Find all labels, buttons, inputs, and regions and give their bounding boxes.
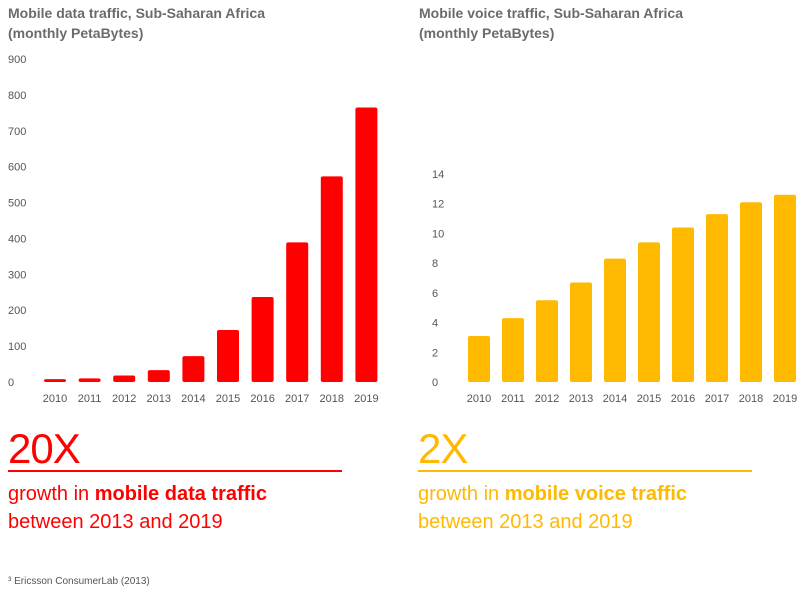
right-xtick-label: 2017 [705,393,729,405]
left-ytick-label: 500 [8,198,26,210]
right-xtick-label: 2011 [501,393,525,405]
left-ytick-label: 600 [8,162,26,174]
left-title-line2: (monthly PetaBytes) [8,25,144,41]
right-title-line2: (monthly PetaBytes) [419,25,555,41]
left-bar-2017 [286,242,309,382]
right-growth-line2: between 2013 and 2019 [418,511,633,533]
right-xtick-label: 2015 [637,393,661,405]
right-bar-2019 [774,194,796,382]
right-divider [418,470,752,472]
left-xtick-label: 2016 [250,393,274,405]
right-xtick-label: 2018 [739,393,763,405]
right-xtick-label: 2010 [467,393,491,405]
right-growth-prefix: growth in [418,483,505,505]
left-xtick-label: 2011 [78,393,102,405]
left-growth-text: growth in mobile data traffic between 20… [8,480,267,536]
left-growth-line2: between 2013 and 2019 [8,511,223,533]
left-xtick-label: 2019 [354,393,378,405]
right-ytick-label: 12 [432,199,444,211]
left-bar-2011 [78,378,101,382]
left-ytick-label: 800 [8,90,26,102]
left-bar-chart: 0 100 200 300 400 500 600 700 800 900 2010 2011 2012… [8,54,379,405]
right-growth-text: growth in mobile voice traffic between 2… [418,480,687,536]
footnote: ³ Ericsson ConsumerLab (2013) [8,576,150,587]
left-bar-2013 [147,370,170,382]
right-multiplier: 2X [418,425,468,472]
left-bar-2010 [44,379,66,382]
left-xtick-label: 2012 [112,393,136,405]
right-ytick-label: 0 [432,377,438,389]
right-bar-2014 [604,258,626,382]
right-xtick-label: 2014 [603,393,627,405]
right-ytick-label: 14 [432,169,444,181]
left-ytick-label: 100 [8,341,26,353]
right-bar-2013 [570,282,592,382]
left-bar-2019 [355,107,378,382]
right-ytick-label: 10 [432,228,444,240]
left-xtick-label: 2015 [216,393,240,405]
left-xtick-label: 2017 [285,393,309,405]
left-bar-2018 [320,176,343,382]
left-bar-2014 [182,356,205,382]
left-xtick-label: 2010 [43,393,67,405]
left-multiplier: 20X [8,425,81,472]
right-bar-2018 [740,202,762,382]
right-bar-2016 [672,227,694,382]
left-bar-2016 [251,296,274,382]
left-ytick-label: 0 [8,377,14,389]
left-divider [8,470,342,472]
right-ytick-label: 2 [432,347,438,359]
left-growth-prefix: growth in [8,483,95,505]
left-xtick-label: 2018 [320,393,344,405]
left-ytick-label: 900 [8,54,26,66]
right-xtick-label: 2013 [569,393,593,405]
right-chart-title: Mobile voice traffic, Sub-Saharan Africa… [419,3,683,43]
left-ytick-label: 700 [8,126,26,138]
left-bar-2012 [113,375,136,382]
right-ytick-label: 8 [432,258,438,270]
left-xtick-label: 2014 [181,393,205,405]
left-growth-bold: mobile data traffic [94,483,267,505]
left-xtick-label: 2013 [147,393,171,405]
left-chart-title: Mobile data traffic, Sub-Saharan Africa … [8,3,265,43]
right-title-line1: Mobile voice traffic, Sub-Saharan Africa [419,5,683,21]
left-bar-2015 [217,329,239,382]
right-ytick-label: 6 [432,288,438,300]
right-growth-bold: mobile voice traffic [504,483,687,505]
left-ytick-label: 300 [8,269,26,281]
right-bar-2017 [706,214,728,382]
right-xtick-label: 2012 [535,393,559,405]
left-ytick-label: 400 [8,233,26,245]
right-bar-2012 [536,300,558,382]
right-bar-2010 [468,335,490,382]
left-ytick-label: 200 [8,305,26,317]
left-title-line1: Mobile data traffic, Sub-Saharan Africa [8,5,265,21]
right-bar-chart: 0 2 4 6 8 10 12 14 2010 2011 2012 2013 2014 2015 2016 2… [432,169,797,405]
right-xtick-label: 2016 [671,393,695,405]
right-bar-2011 [502,318,524,382]
right-ytick-label: 4 [432,318,438,330]
right-xtick-label: 2019 [773,393,797,405]
right-bar-2015 [638,242,660,382]
